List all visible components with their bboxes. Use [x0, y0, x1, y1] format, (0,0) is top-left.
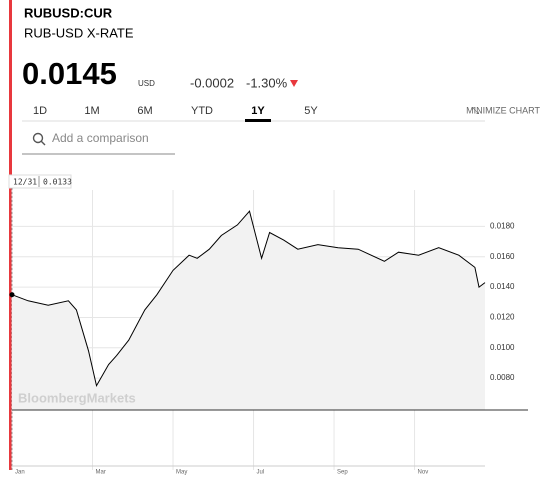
price-area [12, 211, 485, 410]
tooltip-value: 0.0133 [43, 178, 72, 187]
tooltip-date: 12/31 [13, 178, 37, 187]
currency: USD [138, 79, 155, 88]
time-range-tab[interactable]: YTD [191, 105, 213, 117]
search-icon-handle [40, 140, 46, 146]
tooltip-box [8, 174, 72, 189]
accent-bar [9, 0, 12, 470]
time-range-tab[interactable]: 5Y [304, 105, 318, 117]
y-tick-label: 0.0160 [490, 252, 515, 261]
price-line [11, 210, 486, 388]
y-tick-label: 0.0180 [490, 222, 515, 231]
watermark: BloombergMarkets [18, 390, 136, 405]
time-range-tab[interactable]: 1M [84, 105, 99, 117]
time-range-tab[interactable]: 6M [137, 105, 152, 117]
x-tick-label: Mar [96, 470, 106, 476]
x-tick-label: Nov [418, 470, 429, 476]
active-tab-underline [245, 119, 271, 122]
y-tick-label: 0.0120 [490, 313, 515, 322]
down-arrow [290, 80, 298, 87]
symbol: RUBUSD:CUR [24, 5, 113, 20]
x-tick-label: Jul [257, 470, 265, 476]
y-tick-label: 0.0080 [490, 373, 515, 382]
change: -0.0002 [190, 75, 234, 90]
change-percent: -1.30% [246, 75, 288, 90]
price: 0.0145 [22, 56, 117, 91]
x-tick-label: May [176, 470, 187, 476]
instrument-name: RUB-USD X-RATE [24, 25, 134, 40]
minimize-icon[interactable]: ⤡ [472, 105, 479, 115]
x-tick-label: Jan [15, 470, 25, 476]
y-tick-label: 0.0100 [490, 343, 515, 352]
x-tick-label: Sep [337, 470, 348, 476]
search-icon [32, 132, 44, 144]
y-tick-label: 0.0140 [490, 282, 515, 291]
time-range-tab[interactable]: 1Y [251, 105, 265, 117]
cursor-point [9, 292, 15, 298]
time-range-tab[interactable]: 1D [33, 105, 47, 117]
minimize-chart[interactable]: MINIMIZE CHART [466, 105, 540, 115]
comparison-input[interactable]: Add a comparison [52, 131, 149, 145]
